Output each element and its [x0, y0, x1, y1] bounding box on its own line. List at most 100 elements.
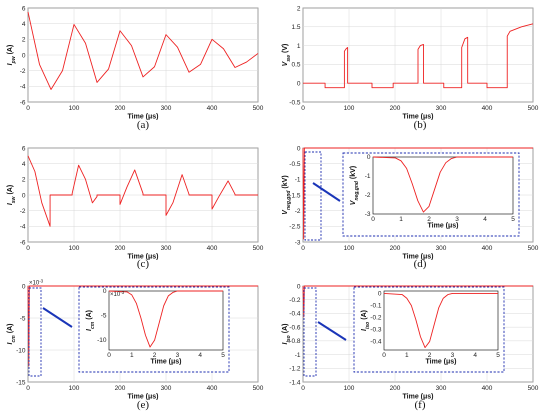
- panel-d-y-axis-label: Vneg,gnd(kV): [282, 175, 292, 214]
- panel-a: 0 100 200 300 400 500 -6 -4 -2 0 2 4 6 Time (μs) Ipw(A…: [7, 5, 264, 131]
- panel-c: 0 100 200 300 400 500 -6 -4 -2 0 2 4 6 Time (μs) Isw(A…: [7, 145, 264, 270]
- panel-f-ytick-label: -0.4: [289, 311, 301, 318]
- panel-b-x-axis-label: Time (μs): [403, 114, 434, 121]
- panel-c-ytick-label: 0: [22, 192, 26, 199]
- panel-e-inset-xtick-label: 4: [198, 352, 202, 359]
- panel-c-xtick-label: 0: [26, 245, 30, 252]
- panel-e-zoom-arrow: [42, 307, 73, 328]
- panel-d: 0 100 200 300 400 500-3-2.5-2-1.5-1-0.50Time …: [282, 145, 539, 270]
- panel-b-ytick-label: 0: [297, 80, 301, 87]
- panel-a-ytick-label: -2: [20, 68, 26, 75]
- panel-d-xtick-label: 500: [528, 245, 539, 252]
- panel-d-inset-xtick-label: 0: [371, 216, 375, 223]
- panel-f-zoom-arrow: [317, 321, 347, 341]
- panel-c-ytick-label: -4: [20, 224, 26, 231]
- panel-e-xtick-label: 0: [26, 385, 30, 392]
- panel-e-inset-xtick-label: 3: [176, 352, 180, 359]
- panel-f-series-line-0: [302, 285, 533, 318]
- panel-b-xtick-label: 100: [344, 105, 355, 112]
- panel-b-ytick-label: 0.5: [291, 62, 300, 69]
- panel-c-ytick-label: 6: [22, 145, 26, 152]
- panel-c-xtick-label: 400: [207, 245, 218, 252]
- panel-f-inset-y-axis-label: Iiso(A): [361, 310, 371, 331]
- panel-e-inset-xtick-label: 1: [130, 352, 134, 359]
- panel-d-inset-xtick-label: 4: [483, 216, 487, 223]
- panel-e-xtick-label: 500: [253, 385, 264, 392]
- panel-e-ytick-label: -15: [16, 379, 26, 386]
- panel-b-y-axis-label: Vsw(V): [282, 44, 292, 67]
- panel-b-ytick-label: 1: [297, 43, 301, 50]
- panel-a-y-axis-label: Ipw(A): [7, 45, 17, 66]
- panel-e-y-exponent: ×10-3: [29, 278, 44, 287]
- panel-f-ytick-label: -1: [295, 352, 301, 359]
- panel-c-ytick-label: -6: [20, 239, 26, 246]
- panel-c-ytick-label: -2: [20, 208, 26, 215]
- panel-c-series-line-0: [27, 155, 258, 227]
- panel-f-x-axis-label: Time (μs): [403, 394, 434, 401]
- panel-d-inset-ytick-label: 0: [367, 154, 371, 161]
- panel-f-xtick-label: 500: [528, 385, 539, 392]
- panel-e-xtick-label: 300: [161, 385, 172, 392]
- panel-d-inset: 0 1 2 3 4 5 -3 -2 -1 0 Time (μs) Vneg,gnd(kV): [350, 154, 515, 230]
- panel-f-inset-xtick-label: 5: [496, 352, 500, 359]
- panel-a-ytick-label: 6: [22, 5, 26, 12]
- panel-a-xtick-label: 300: [161, 105, 172, 112]
- panel-d-ytick-label: -1: [295, 177, 301, 184]
- panel-e-xtick-label: 400: [207, 385, 218, 392]
- panel-d-ytick-label: -3: [295, 239, 301, 246]
- panel-f-inset-series-line-0: [383, 292, 498, 349]
- panel-b-xtick-label: 300: [436, 105, 447, 112]
- panel-a-label: (a): [137, 119, 150, 131]
- panel-d-inset-ytick-label: -3: [365, 211, 371, 218]
- panel-b-xtick-label: 500: [528, 105, 539, 112]
- panel-f-xtick-label: 400: [482, 385, 493, 392]
- panel-f-ytick-label: -1.4: [289, 379, 301, 386]
- panel-b-xtick-label: 400: [482, 105, 493, 112]
- panel-f-inset-xtick-label: 4: [473, 352, 477, 359]
- panel-f-ytick-label: 0: [297, 283, 301, 290]
- panel-e-inset-xtick-label: 5: [221, 352, 225, 359]
- panel-e-inset-ytick-label: -10: [97, 337, 107, 344]
- panel-e-ytick-label: 0: [22, 283, 26, 290]
- panel-d-x-axis-label: Time (μs): [403, 254, 434, 261]
- panel-e-series-line-0: [27, 285, 258, 367]
- panel-b-ytick-label: 1.5: [291, 24, 300, 31]
- panel-f-inset-xtick-label: 1: [405, 352, 409, 359]
- panel-f-inset-ytick-label: -0.1: [370, 302, 382, 309]
- panel-d-xtick-label: 200: [390, 245, 401, 252]
- panel-f-xtick-label: 300: [436, 385, 447, 392]
- panel-e-inset-series-line-0: [108, 290, 223, 348]
- panel-d-inset-xtick-label: 2: [427, 216, 431, 223]
- panel-e-inset-ytick-label: -5: [101, 313, 107, 320]
- panel-e-label: (e): [137, 399, 150, 411]
- panel-c-xtick-label: 200: [115, 245, 126, 252]
- panel-d-inset-series-line-0: [372, 156, 513, 213]
- panel-c-xtick-label: 100: [69, 245, 80, 252]
- panel-c-ytick-label: 2: [22, 177, 26, 184]
- panel-d-xtick-label: 0: [301, 245, 305, 252]
- panel-a-ytick-label: -6: [20, 99, 26, 106]
- panel-a-xtick-label: 100: [69, 105, 80, 112]
- panel-d-label: (d): [414, 258, 427, 270]
- panel-a-xtick-label: 500: [253, 105, 264, 112]
- panel-e-x-axis-label: Time (μs): [128, 394, 159, 401]
- panel-a-ytick-label: 2: [22, 37, 26, 44]
- panel-d-xtick-label: 100: [344, 245, 355, 252]
- panel-a-xtick-label: 200: [115, 105, 126, 112]
- panel-e-inset-ytick-label: 0: [103, 288, 107, 295]
- panel-e-inset-xtick-label: 0: [107, 352, 111, 359]
- panel-f-inset-ytick-label: -0.3: [370, 326, 382, 333]
- panel-f-ytick-label: -0.8: [289, 338, 301, 345]
- panel-f: 0 100 200 300 400 500-1.4-1.2-1-0.8-0.6-0.4-0…: [282, 283, 539, 411]
- panel-f-xtick-label: 100: [344, 385, 355, 392]
- panel-f-ytick-label: -0.6: [289, 324, 301, 331]
- panel-d-inset-ytick-label: -1: [365, 173, 371, 180]
- panel-a-ytick-label: -4: [20, 84, 26, 91]
- panel-e-inset-y-exponent: ×10-3: [110, 290, 125, 299]
- panel-f-inset-ytick-label: -0.2: [370, 314, 382, 321]
- panel-d-ytick-label: -0.5: [289, 161, 301, 168]
- panel-d-series-line-0: [302, 147, 533, 240]
- panel-c-x-axis-label: Time (μs): [128, 254, 159, 261]
- panel-a-ytick-label: 0: [22, 52, 26, 59]
